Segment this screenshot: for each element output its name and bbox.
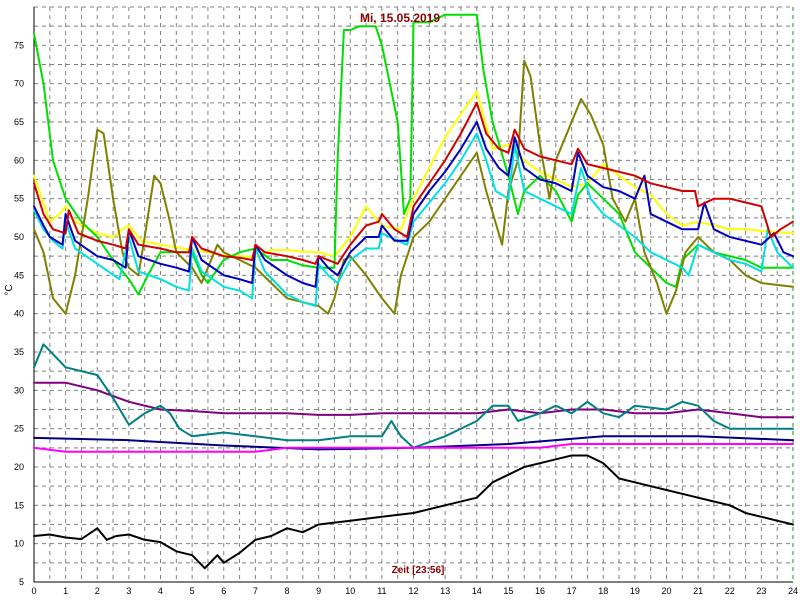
x-tick-label: 13 (440, 586, 450, 596)
y-axis-label: °C (4, 284, 15, 295)
y-tick-label: 35 (14, 347, 24, 357)
series-line-6 (33, 101, 794, 265)
series-line-10 (33, 443, 794, 453)
x-tick-label: 15 (503, 586, 513, 596)
y-tick-label: 75 (14, 40, 24, 50)
y-tick-label: 55 (14, 194, 24, 204)
chart-title: Mi, 15.05.2019 (360, 11, 440, 25)
x-tick-label: 5 (190, 586, 195, 596)
y-tick-label: 10 (14, 539, 24, 549)
series-line-2 (33, 13, 794, 296)
x-tick-label: 0 (31, 586, 36, 596)
y-tick-label: 50 (14, 232, 24, 242)
x-tick-label: 23 (756, 586, 766, 596)
series-line-3 (33, 59, 794, 315)
y-tick-label: 45 (14, 270, 24, 280)
x-tick-label: 21 (693, 586, 703, 596)
series-line-5 (33, 121, 794, 288)
x-tick-label: 18 (598, 586, 608, 596)
x-tick-label: 22 (725, 586, 735, 596)
data-series (33, 13, 794, 570)
x-tick-label: 11 (377, 586, 386, 596)
x-tick-label: 16 (535, 586, 545, 596)
y-tick-label: 65 (14, 117, 24, 127)
tick-labels: 0 1 2 3 4 5 6 7 8 9 10 11 12 13 14 15 16 17 18 19 20 21 22 23 24… (14, 40, 798, 596)
x-axis-label: Zeit [23:56] (392, 565, 445, 576)
series-line-4 (33, 132, 794, 307)
x-tick-label: 17 (567, 586, 577, 596)
series-line-11 (33, 454, 794, 570)
y-tick-label: 60 (14, 155, 24, 165)
x-tick-label: 8 (284, 586, 289, 596)
y-tick-label: 40 (14, 309, 24, 319)
y-tick-label: 5 (19, 577, 24, 587)
x-tick-label: 12 (408, 586, 418, 596)
y-tick-label: 20 (14, 462, 24, 472)
x-tick-label: 20 (661, 586, 671, 596)
x-tick-label: 24 (788, 586, 798, 596)
x-tick-label: 9 (316, 586, 321, 596)
y-tick-label: 30 (14, 385, 24, 395)
x-tick-label: 10 (345, 586, 355, 596)
y-tick-label: 15 (14, 500, 24, 510)
x-tick-label: 6 (221, 586, 226, 596)
x-tick-label: 3 (126, 586, 131, 596)
series-line-1 (33, 90, 794, 258)
x-tick-label: 19 (630, 586, 640, 596)
y-tick-label: 70 (14, 79, 24, 89)
x-tick-label: 2 (95, 586, 100, 596)
y-tick-label: 25 (14, 424, 24, 434)
x-tick-label: 1 (63, 586, 68, 596)
x-tick-label: 7 (253, 586, 258, 596)
x-tick-label: 4 (158, 586, 163, 596)
x-tick-label: 14 (472, 586, 482, 596)
series-line-7 (33, 381, 794, 419)
